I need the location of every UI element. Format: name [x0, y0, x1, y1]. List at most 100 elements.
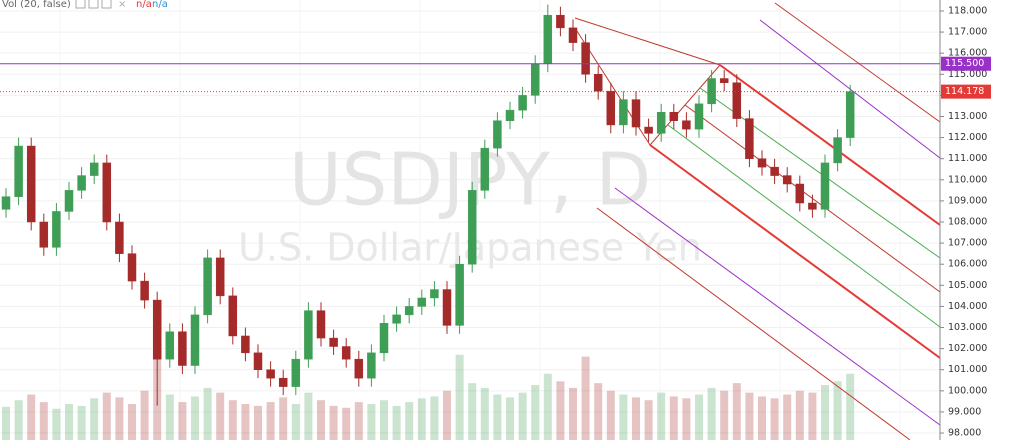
volume-bar: [216, 392, 225, 440]
candle-body: [757, 158, 767, 168]
volume-legend: Vol (20, false) × n/a n/a: [2, 0, 168, 10]
candle-body: [732, 82, 742, 119]
volume-bar: [392, 405, 401, 440]
candle-body: [682, 120, 691, 130]
volume-bar: [493, 394, 502, 440]
volume-bar: [795, 390, 804, 440]
y-tick-label: 113.000: [948, 111, 987, 122]
volume-bar: [342, 407, 351, 440]
volume-bar: [669, 396, 678, 440]
volume-bar: [102, 392, 111, 440]
volume-bar: [443, 390, 451, 440]
volume-bar: [14, 400, 23, 440]
candle-body: [770, 166, 779, 176]
candle-body: [39, 221, 49, 248]
candle-body: [304, 310, 313, 360]
candle-body: [417, 297, 427, 307]
volume-bar: [291, 404, 300, 440]
candle-body: [64, 190, 74, 212]
volume-bar: [304, 392, 313, 440]
candle-body: [455, 263, 464, 326]
volume-bar: [128, 404, 136, 440]
volume-bar: [745, 392, 754, 440]
volume-bar: [27, 394, 36, 440]
volume-bar: [228, 400, 237, 440]
candle-body: [354, 358, 364, 379]
candle-body: [115, 221, 124, 254]
volume-bar: [594, 383, 603, 440]
candle-body: [581, 42, 590, 75]
volume-bar: [833, 381, 842, 440]
candle-body: [278, 377, 288, 387]
volume-bar: [606, 390, 615, 440]
volume-bar: [468, 383, 477, 440]
volume-bar: [241, 404, 250, 440]
volume-bar: [254, 405, 262, 440]
legend-icon[interactable]: [88, 0, 99, 9]
candle-body: [631, 99, 641, 128]
y-tick-label: 117.000: [948, 27, 987, 38]
candle-body: [543, 14, 553, 64]
pitchfork-line: [649, 144, 941, 359]
legend-icon[interactable]: [101, 0, 112, 9]
candle-body: [656, 112, 666, 134]
candle-body: [782, 175, 792, 185]
volume-bar: [556, 381, 565, 440]
volume-bar: [77, 405, 86, 440]
volume-bar: [191, 396, 199, 440]
candle-body: [329, 337, 338, 347]
volume-bar: [732, 383, 741, 440]
candle-body: [152, 299, 162, 360]
candle-body: [379, 323, 389, 354]
candle-body: [556, 14, 565, 29]
volume-bar: [354, 402, 363, 440]
price-badge-label: 114.178: [945, 86, 984, 97]
volume-bar: [644, 400, 653, 440]
candle-body: [644, 126, 653, 134]
volume-bar: [720, 390, 729, 440]
volume-bar: [531, 385, 540, 440]
legend-close[interactable]: ×: [118, 0, 126, 10]
candle-body: [593, 74, 603, 92]
volume-bar: [317, 400, 325, 440]
volume-bar: [543, 373, 552, 440]
legend-value: n/a: [152, 0, 168, 10]
volume-bar: [380, 400, 388, 440]
price-badge: [941, 84, 991, 99]
y-tick-label: 100.000: [948, 385, 987, 396]
candle-body: [392, 314, 401, 324]
y-tick-label: 116.000: [948, 48, 987, 59]
candle-body: [102, 162, 112, 223]
volume-bar: [329, 405, 338, 440]
candle-body: [341, 346, 351, 360]
candle-body: [518, 95, 527, 111]
candle-body: [820, 162, 830, 210]
candle-body: [442, 289, 452, 326]
volume-bar: [90, 398, 99, 440]
y-tick-label: 108.000: [948, 217, 987, 228]
volume-bar: [140, 390, 149, 440]
candle-body: [52, 211, 61, 248]
volume-bar: [115, 397, 124, 440]
candle-body: [833, 137, 842, 164]
y-tick-label: 118.000: [948, 5, 987, 16]
pitchfork-line: [614, 187, 941, 426]
candle-body: [467, 190, 477, 265]
candle-body: [845, 91, 855, 138]
legend-icon[interactable]: [75, 0, 86, 9]
pitchfork-line: [774, 2, 941, 123]
volume-bar: [39, 402, 48, 440]
volume-bar: [518, 392, 527, 440]
price-badge-label: 115.500: [945, 58, 984, 69]
volume-bar: [266, 402, 275, 440]
volume-bar: [808, 392, 817, 440]
candle-body: [89, 162, 99, 176]
candle-body: [316, 310, 326, 339]
candle-body: [808, 202, 817, 210]
volume-bar: [569, 387, 577, 440]
candle-body: [266, 369, 275, 379]
candle-body: [140, 280, 149, 301]
y-tick-label: 105.000: [948, 280, 987, 291]
